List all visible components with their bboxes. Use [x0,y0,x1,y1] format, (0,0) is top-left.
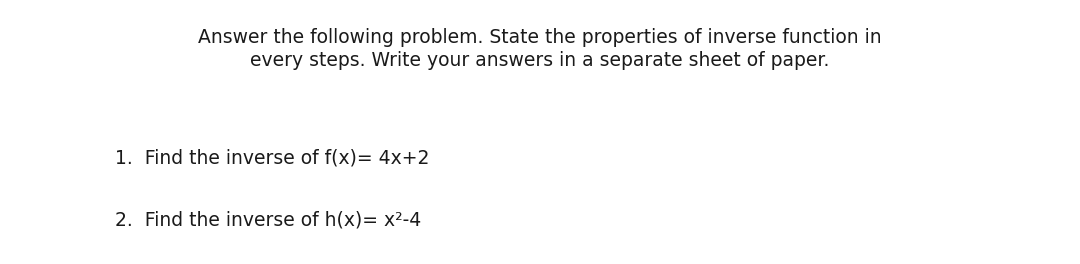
Text: 1.  Find the inverse of f(x)= 4x+2: 1. Find the inverse of f(x)= 4x+2 [114,148,430,167]
Text: Answer the following problem. State the properties of inverse function in
every : Answer the following problem. State the … [199,28,881,70]
Text: 2.  Find the inverse of h(x)= x²-4: 2. Find the inverse of h(x)= x²-4 [114,210,421,229]
